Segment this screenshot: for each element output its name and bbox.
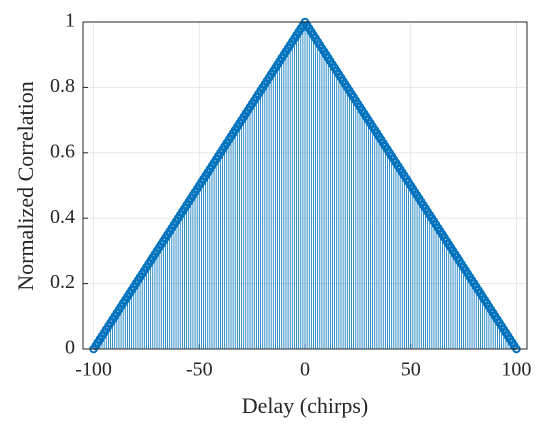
x-tick-label: -100 [75, 359, 112, 381]
y-axis-label: Normalized Correlation [13, 81, 38, 291]
x-tick-label: 100 [501, 359, 531, 381]
x-axis-label: Delay (chirps) [242, 393, 368, 418]
axes-box [82, 21, 528, 350]
y-tick-label: 0.8 [50, 75, 75, 97]
y-tick-label: 0.2 [50, 271, 75, 293]
y-tick-label: 1 [65, 10, 75, 32]
x-tick-label: 0 [300, 359, 310, 381]
y-tick-label: 0.4 [50, 206, 75, 228]
x-tick-label: 50 [401, 359, 421, 381]
y-tick-label: 0 [65, 337, 75, 359]
y-tick-label: 0.6 [50, 140, 75, 162]
x-tick-label: -50 [186, 359, 213, 381]
